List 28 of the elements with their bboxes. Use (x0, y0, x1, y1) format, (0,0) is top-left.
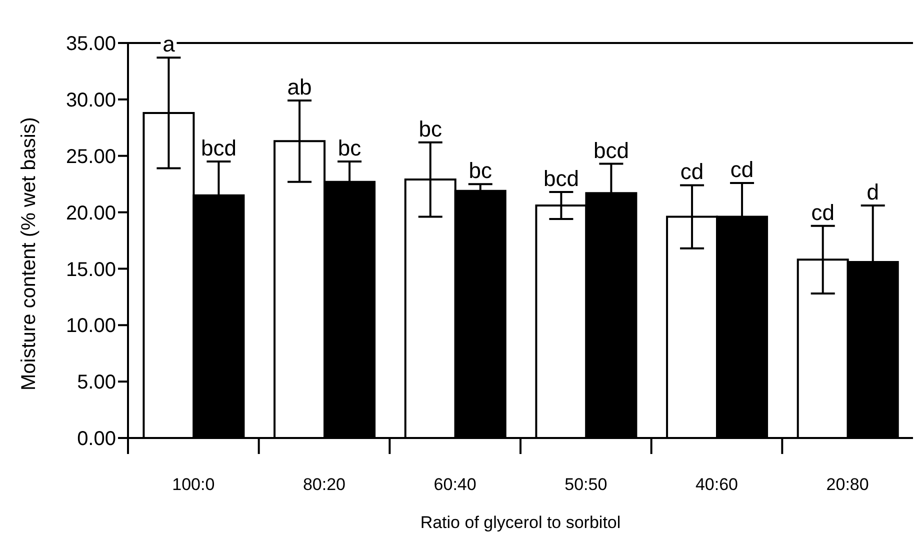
y-tick-label: 5.00 (77, 372, 116, 394)
data-label: cd (680, 159, 704, 184)
y-axis-title: Moisture content (% wet basis) (18, 117, 40, 390)
data-label: bcd (543, 166, 579, 191)
data-label: bc (468, 158, 492, 184)
y-tick-label: 20.00 (66, 202, 116, 224)
x-tick-label: 50:50 (564, 475, 608, 494)
data-label: a (162, 32, 176, 57)
x-tick-label: 60:40 (434, 475, 476, 494)
data-label: cd (811, 200, 834, 225)
y-tick-label: 25.00 (66, 146, 116, 168)
x-tick-label: 20:80 (826, 475, 869, 494)
y-tick-label: 0.00 (77, 428, 116, 450)
data-label: d (866, 180, 879, 205)
data-label: ab (287, 74, 312, 100)
data-label: bc (418, 116, 442, 142)
data-label: bc (338, 136, 362, 160)
y-tick-label: 10.00 (66, 315, 116, 338)
data-label: cd (730, 156, 754, 182)
x-tick-label: 40:60 (695, 475, 738, 494)
y-tick-label: 35.00 (66, 33, 116, 56)
data-label: bcd (593, 138, 629, 163)
x-tick-label: 100:0 (172, 475, 215, 494)
x-axis-title: Ratio of glycerol to sorbitol (420, 513, 621, 532)
x-tick-label: 80:20 (302, 475, 346, 494)
data-label: bcd (200, 136, 236, 160)
y-tick-label: 15.00 (66, 258, 116, 281)
y-tick-label: 30.00 (66, 90, 116, 112)
